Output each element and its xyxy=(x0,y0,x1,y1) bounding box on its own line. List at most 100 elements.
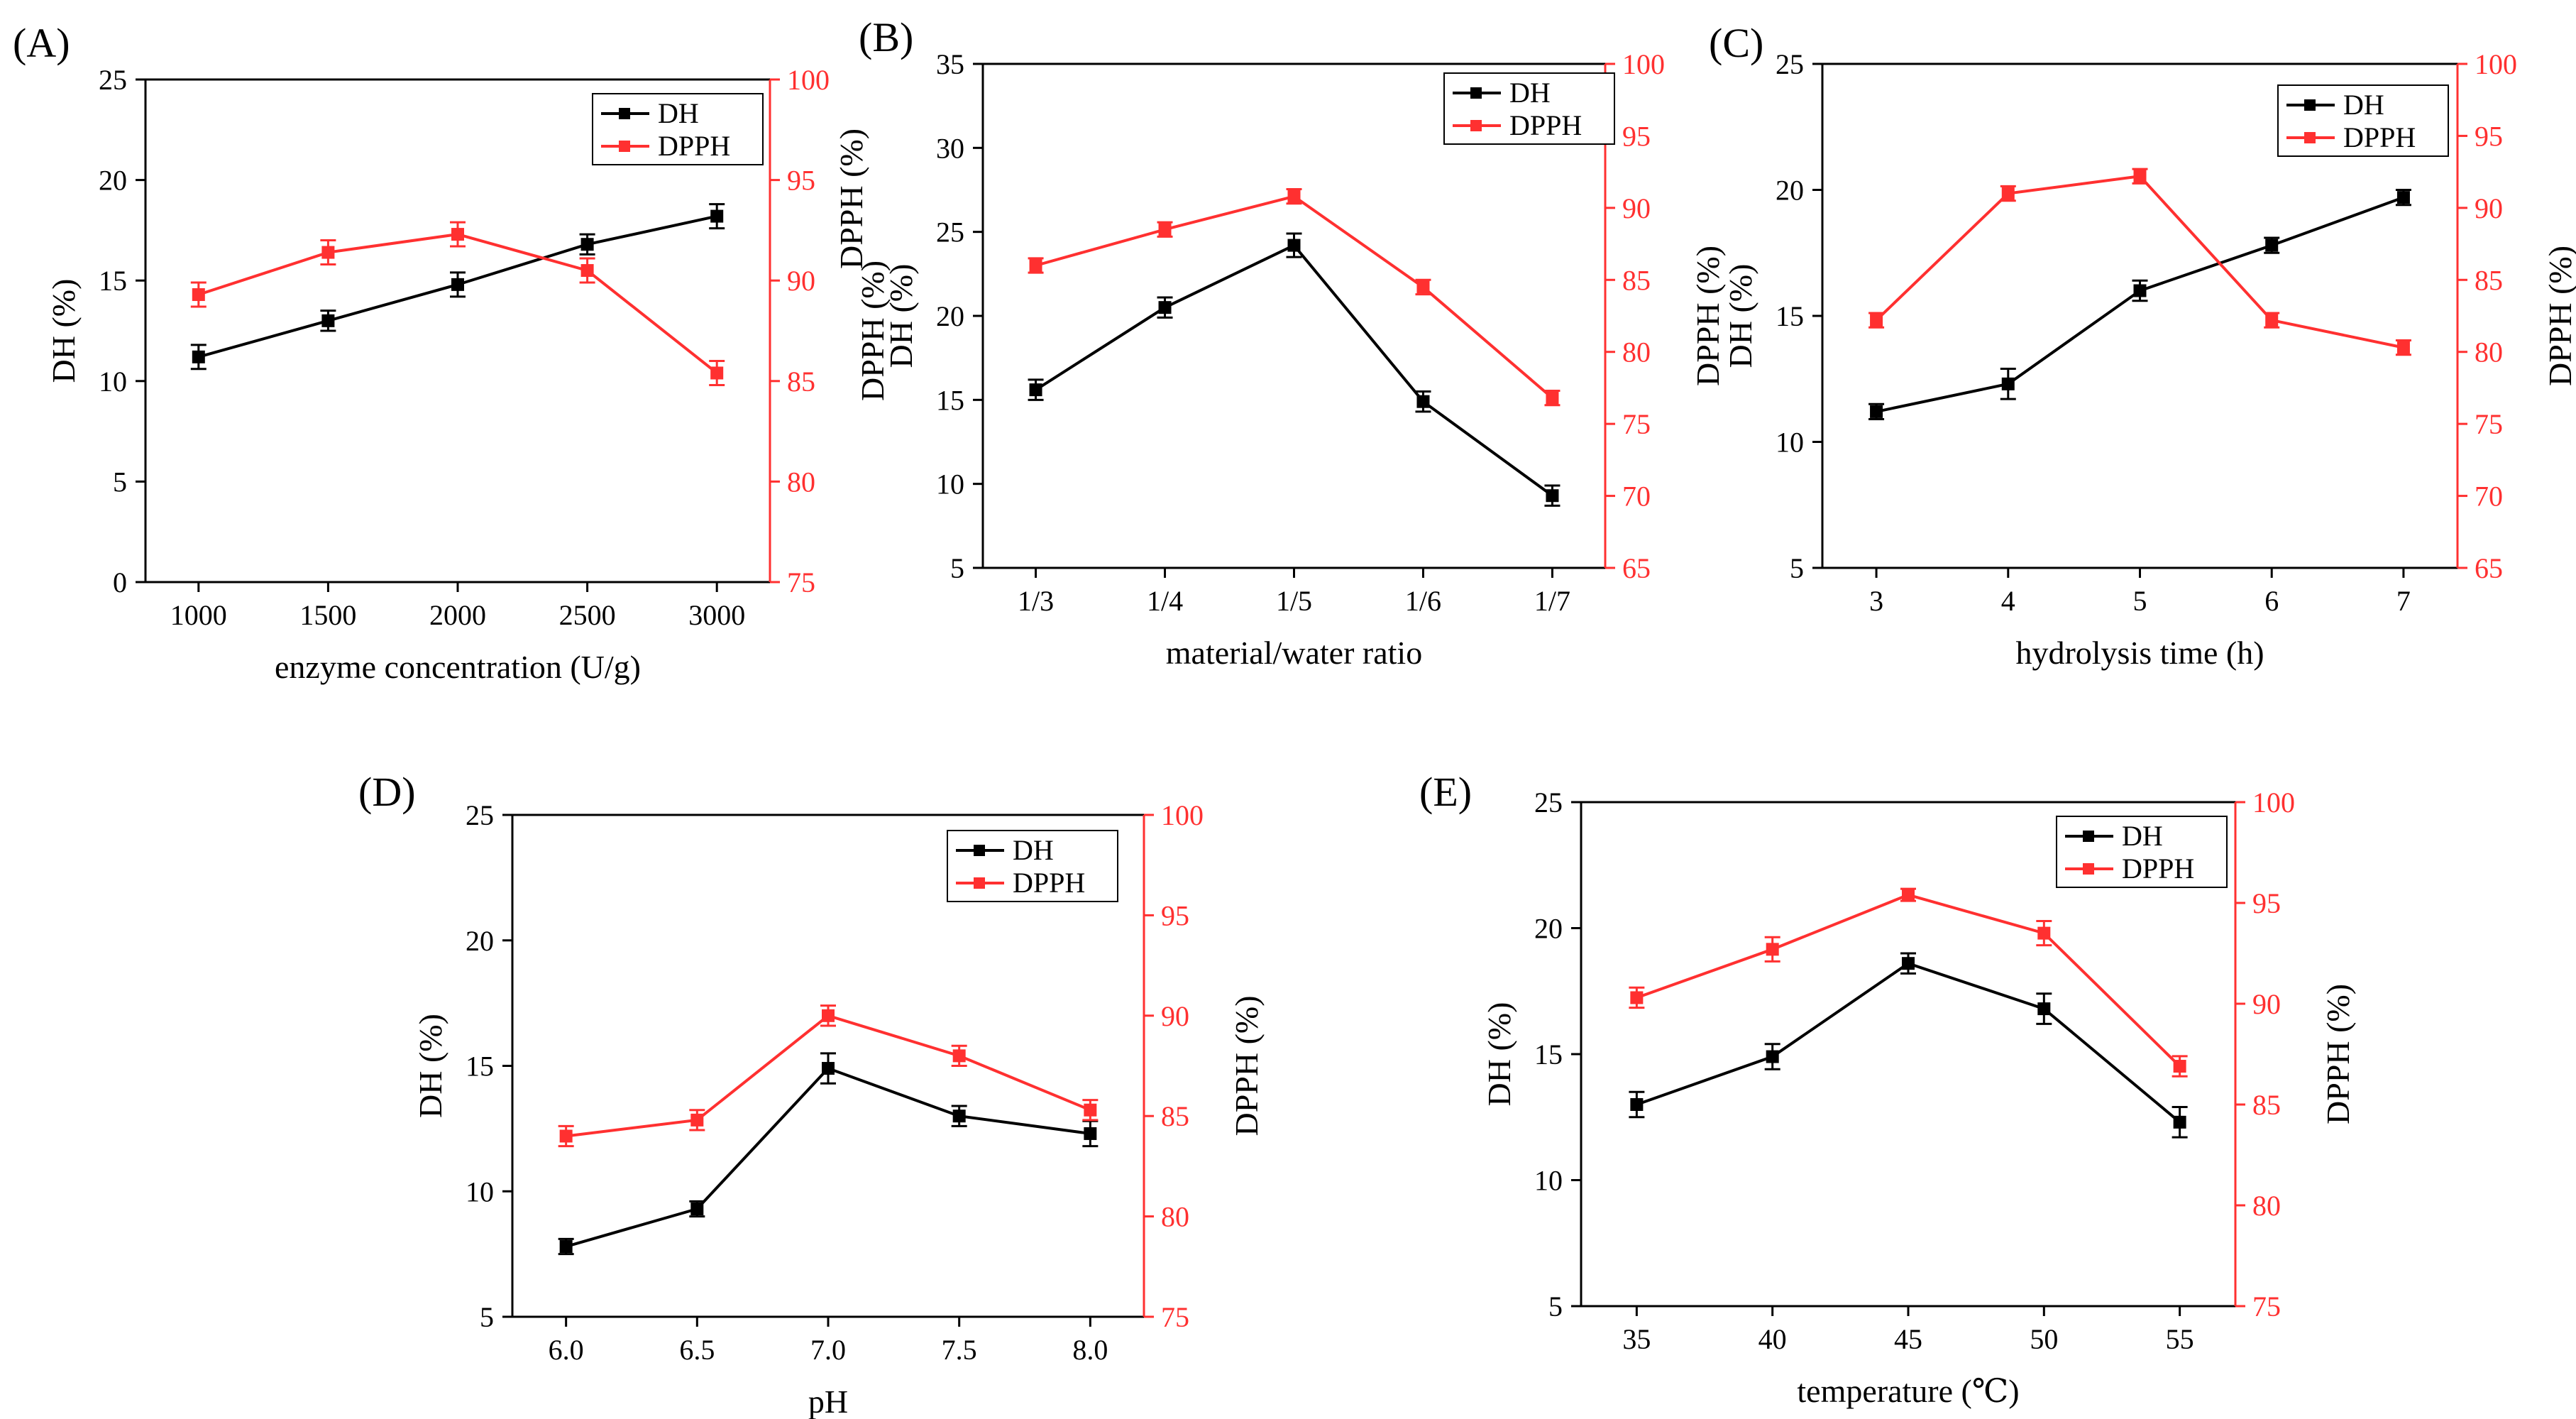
data-point xyxy=(1766,1050,1779,1063)
x-tick-label: 3000 xyxy=(688,599,745,631)
data-point xyxy=(451,278,464,291)
left-tick-label: 15 xyxy=(1776,300,1804,332)
y-axis-title-right: DPPH (%) xyxy=(854,261,891,401)
series-dpph xyxy=(1868,168,2411,356)
data-point xyxy=(2001,377,2015,390)
legend-label: DH xyxy=(1013,834,1054,866)
x-tick-label: 1500 xyxy=(299,599,356,631)
right-tick-label: 80 xyxy=(1161,1201,1189,1233)
data-point xyxy=(2173,1060,2186,1073)
left-tick-label: 10 xyxy=(1534,1165,1563,1197)
left-tick-label: 5 xyxy=(480,1301,494,1333)
data-point xyxy=(559,1129,573,1143)
series-line xyxy=(1875,175,2404,349)
data-point xyxy=(1158,301,1172,314)
left-tick-label: 25 xyxy=(466,799,494,831)
data-point xyxy=(1766,943,1779,956)
y-axis-title-right: DPPH (%) xyxy=(1690,246,1726,386)
legend-swatch-marker xyxy=(1470,120,1482,131)
left-tick-label: 15 xyxy=(1534,1039,1563,1070)
data-point xyxy=(2173,1115,2186,1129)
data-point xyxy=(710,209,724,223)
y-axis-title-extra: DPPH (%) xyxy=(833,128,869,269)
series-line xyxy=(1636,893,2181,1068)
series-dh xyxy=(1868,189,2411,421)
right-tick-label: 95 xyxy=(2475,120,2503,152)
legend-label: DPPH xyxy=(1013,867,1085,899)
x-tick-label: 6 xyxy=(2264,585,2279,617)
y-axis-title-left: DH (%) xyxy=(1722,264,1758,368)
y-axis-title-left: DH (%) xyxy=(412,1014,448,1118)
left-tick-label: 25 xyxy=(936,217,964,248)
data-point xyxy=(1630,991,1644,1004)
data-point xyxy=(321,314,335,327)
series-dpph xyxy=(190,221,725,386)
panel-label: (E) xyxy=(1419,769,1472,815)
x-tick-label: 50 xyxy=(2030,1323,2058,1355)
right-tick-label: 65 xyxy=(1622,552,1651,584)
x-tick-label: 35 xyxy=(1622,1323,1651,1355)
left-tick-label: 25 xyxy=(99,64,127,96)
chart-panel-c: (C) 5 10 15 20 25 65 70 75 80 85 90 95 100 3 4 5 6 7 hydrol… xyxy=(1709,20,2576,671)
data-point xyxy=(2133,170,2147,183)
data-point xyxy=(321,246,335,259)
panel-label: (D) xyxy=(358,769,416,815)
legend-swatch-marker xyxy=(974,877,985,889)
data-point xyxy=(1287,190,1301,203)
data-point xyxy=(1029,259,1042,272)
right-tick-label: 85 xyxy=(2475,264,2503,296)
left-tick-label: 20 xyxy=(936,300,964,332)
series-line xyxy=(1876,196,2404,413)
legend-box xyxy=(947,830,1118,902)
series-dh xyxy=(190,203,725,371)
data-point xyxy=(1902,957,1915,970)
right-tick-label: 75 xyxy=(1622,408,1651,440)
y-axis-title-left: DH (%) xyxy=(1481,1002,1517,1107)
legend-swatch-marker xyxy=(2304,132,2316,143)
panel-label: (A) xyxy=(13,20,70,66)
x-tick-label: 3 xyxy=(1869,585,1883,617)
left-tick-label: 10 xyxy=(466,1176,494,1207)
data-point xyxy=(192,350,205,363)
left-tick-label: 10 xyxy=(99,366,127,398)
data-point xyxy=(2001,187,2015,200)
data-point xyxy=(559,1240,573,1254)
left-tick-label: 30 xyxy=(936,132,964,164)
left-tick-label: 20 xyxy=(1534,913,1563,945)
right-tick-label: 80 xyxy=(2475,336,2503,368)
legend-label: DPPH xyxy=(658,130,730,162)
left-tick-label: 10 xyxy=(936,469,964,500)
panel-label: (C) xyxy=(1709,20,1763,66)
data-point xyxy=(690,1202,704,1215)
series-dpph xyxy=(558,1004,1099,1148)
x-tick-label: 1/5 xyxy=(1276,585,1312,617)
left-tick-label: 35 xyxy=(936,48,964,80)
data-point xyxy=(952,1049,966,1063)
data-point xyxy=(822,1009,835,1022)
data-point xyxy=(2133,284,2147,297)
chart-panel-a: (A) 0 5 10 15 20 25 75 80 85 90 95 100 1000 1500 2000 25… xyxy=(13,20,891,685)
series-line xyxy=(1035,243,1553,497)
legend-swatch-marker xyxy=(2083,831,2094,842)
right-tick-label: 100 xyxy=(787,64,830,96)
x-tick-label: 6.5 xyxy=(679,1334,715,1366)
legend-box xyxy=(1443,72,1615,145)
right-tick-label: 90 xyxy=(1622,192,1651,224)
legend-swatch-marker xyxy=(974,845,985,856)
x-tick-label: 5 xyxy=(2133,585,2147,617)
right-tick-label: 75 xyxy=(787,566,815,598)
x-tick-label: 1000 xyxy=(170,599,227,631)
x-tick-label: 40 xyxy=(1758,1323,1787,1355)
legend-box xyxy=(2277,84,2449,157)
legend-label: DPPH xyxy=(2343,121,2416,153)
right-tick-label: 75 xyxy=(1161,1301,1189,1333)
data-point xyxy=(2396,191,2410,204)
right-tick-label: 65 xyxy=(2475,552,2503,584)
chart-panel-e: (E) 5 10 15 20 25 75 80 85 90 95 100 35 40 45 50 55 tempe… xyxy=(1419,769,2356,1409)
right-tick-label: 100 xyxy=(1161,799,1204,831)
data-point xyxy=(1287,239,1301,252)
right-tick-label: 95 xyxy=(1161,899,1189,931)
right-tick-label: 85 xyxy=(1161,1100,1189,1132)
data-point xyxy=(1416,280,1430,294)
